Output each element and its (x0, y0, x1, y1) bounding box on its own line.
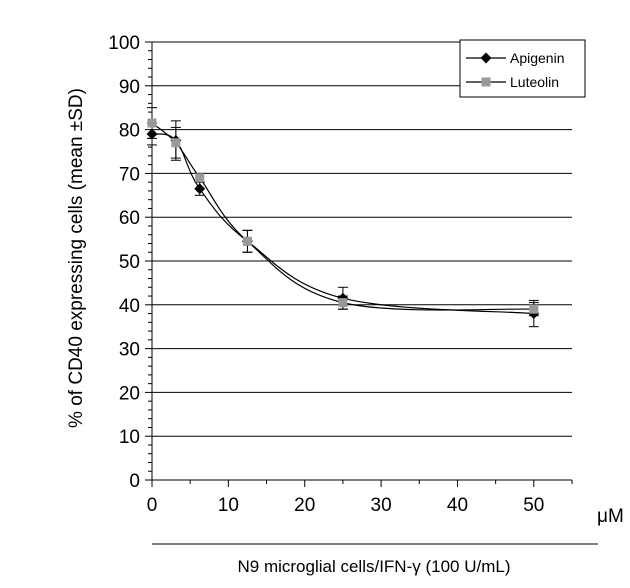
y-tick-label: 10 (119, 427, 140, 448)
x-tick-label: 20 (294, 495, 315, 516)
legend-label: Apigenin (510, 50, 565, 66)
gridlines (152, 41, 572, 437)
x-unit-label: μM (597, 506, 624, 527)
y-tick-label: 70 (119, 164, 140, 185)
y-tick-label: 0 (129, 471, 140, 492)
data-point (242, 236, 252, 246)
axes (145, 41, 573, 487)
x-tick-label: 30 (371, 495, 392, 516)
data-point (529, 304, 539, 314)
data-point (194, 183, 206, 195)
x-tick-label: 40 (447, 495, 468, 516)
tick-labels: 0 10 20 30 40 50 60 70 80 90 100 0 10 20 30 40 50 (108, 33, 544, 516)
y-tick-label: 50 (119, 252, 140, 273)
series-line (151, 133, 534, 315)
legend-label: Luteolin (510, 74, 559, 90)
legend-box (459, 39, 586, 98)
y-axis-label: % of CD40 expressing cells (mean ±SD) (66, 88, 87, 428)
y-tick-label: 30 (119, 340, 140, 361)
data-point (171, 138, 181, 148)
y-tick-label: 100 (108, 33, 140, 54)
x-axis-label: N9 microglial cells/IFN-γ (100 U/mL) (238, 557, 511, 576)
y-tick-label: 20 (119, 383, 140, 404)
y-tick-label: 80 (119, 121, 140, 142)
y-tick-label: 60 (119, 208, 140, 229)
data-point (147, 118, 157, 128)
legend-marker (480, 52, 492, 64)
x-tick-label: 10 (218, 495, 239, 516)
x-tick-label: 50 (523, 495, 544, 516)
legend: Apigenin Luteolin (459, 39, 586, 98)
y-tick-label: 90 (119, 77, 140, 98)
x-tick-label: 0 (147, 495, 158, 516)
series (146, 107, 540, 328)
series-line (151, 122, 534, 311)
legend-marker (481, 77, 491, 87)
series-luteolin (147, 107, 539, 317)
data-point (338, 298, 348, 308)
data-point (195, 173, 205, 183)
y-tick-label: 40 (119, 296, 140, 317)
